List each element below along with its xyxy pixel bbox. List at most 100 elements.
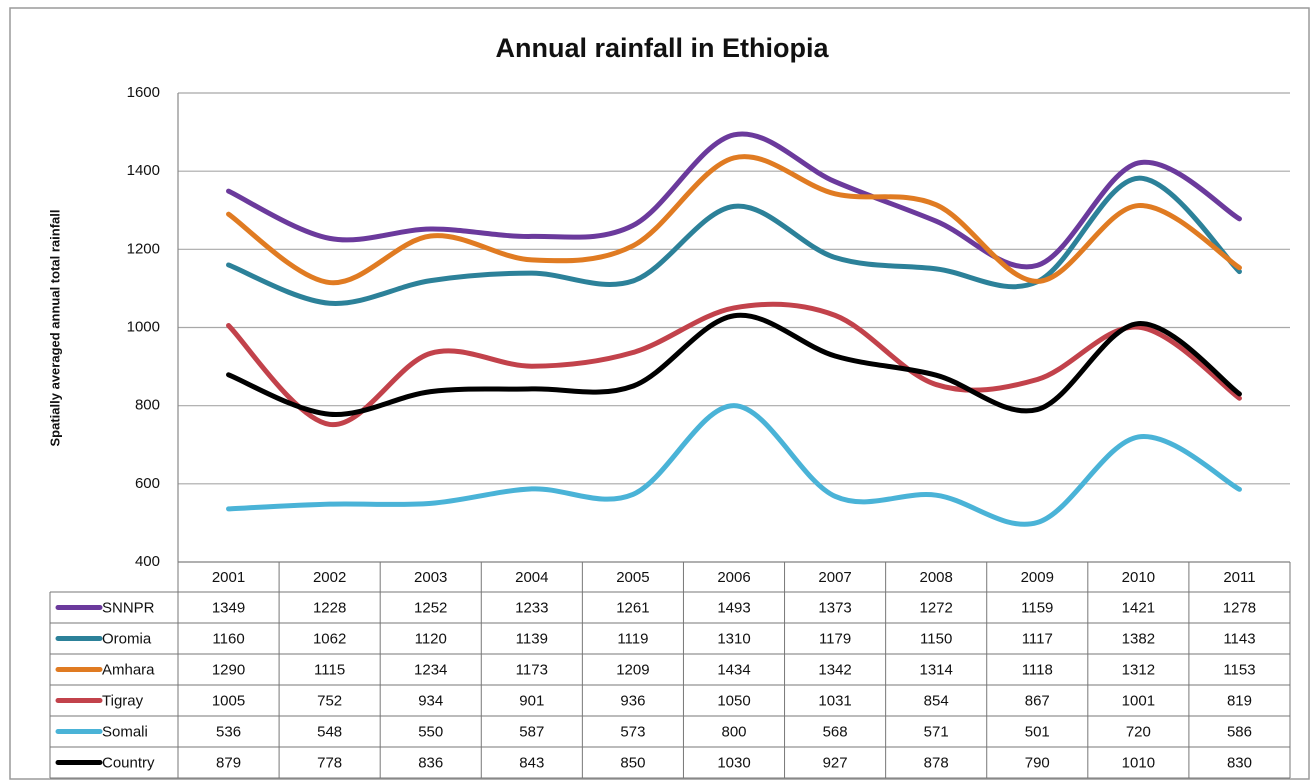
table-cell: 1234: [414, 661, 447, 678]
table-cell: 800: [721, 723, 746, 740]
table-cell: 1115: [314, 661, 345, 678]
table-cell: 1117: [1022, 630, 1053, 647]
table-cell: 1493: [717, 599, 750, 616]
table-cell: 1373: [818, 599, 851, 616]
y-tick-label: 1200: [127, 240, 160, 257]
series-line: [226, 301, 1242, 427]
table-cell: 536: [216, 723, 241, 740]
table-cell: 1150: [920, 630, 952, 647]
table-cell: 836: [418, 754, 443, 771]
table-cell: 1233: [515, 599, 548, 616]
table-cell: 1010: [1122, 754, 1155, 771]
table-cell: 927: [823, 754, 848, 771]
table-cell: 867: [1025, 692, 1050, 709]
y-tick-label: 1400: [127, 162, 160, 179]
table-cell: 1310: [717, 630, 750, 647]
x-tick-label: 2010: [1122, 569, 1155, 586]
table-cell: 1120: [415, 630, 447, 647]
table-cell: 571: [924, 723, 949, 740]
table-cell: 548: [317, 723, 342, 740]
table-cell: 1143: [1223, 630, 1255, 647]
y-axis-label: Spatially averaged annual total rainfall: [47, 210, 62, 447]
table-cell: 1031: [818, 692, 851, 709]
table-cell: 1062: [313, 630, 346, 647]
table-cell: 1421: [1122, 599, 1155, 616]
series-line: [226, 403, 1242, 527]
table-cell: 936: [620, 692, 645, 709]
x-tick-label: 2005: [616, 569, 649, 586]
table-cell: 778: [317, 754, 342, 771]
x-tick-label: 2011: [1223, 569, 1255, 586]
table-cell: 573: [620, 723, 645, 740]
x-tick-label: 2007: [818, 569, 851, 586]
table-cell: 1030: [717, 754, 750, 771]
x-tick-label: 2003: [414, 569, 447, 586]
y-tick-label: 1000: [127, 318, 160, 335]
table-cell: 1261: [616, 599, 649, 616]
table-cell: 901: [519, 692, 544, 709]
table-cell: 1173: [516, 661, 548, 678]
table-cell: 1314: [919, 661, 952, 678]
table-cell: 879: [216, 754, 241, 771]
legend-label: Country: [102, 754, 155, 771]
table-cell: 1159: [1021, 599, 1053, 616]
legend-label: Tigray: [102, 692, 144, 709]
table-cell: 587: [519, 723, 544, 740]
table-cell: 586: [1227, 723, 1252, 740]
table-cell: 1179: [819, 630, 851, 647]
table-cell: 1252: [414, 599, 447, 616]
table-cell: 568: [823, 723, 848, 740]
table-cell: 1228: [313, 599, 346, 616]
y-tick-label: 400: [135, 553, 160, 570]
series-line: [226, 175, 1242, 306]
legend-label: Oromia: [102, 630, 152, 647]
x-tick-label: 2008: [919, 569, 952, 586]
table-cell: 1160: [212, 630, 244, 647]
table-cell: 1139: [516, 630, 548, 647]
table-cell: 790: [1025, 754, 1050, 771]
table-cell: 878: [924, 754, 949, 771]
table-cell: 819: [1227, 692, 1252, 709]
series-line: [226, 312, 1242, 417]
table-cell: 752: [317, 692, 342, 709]
x-tick-label: 2001: [212, 569, 245, 586]
series-line: [226, 131, 1242, 270]
table-cell: 1050: [717, 692, 750, 709]
table-cell: 550: [418, 723, 443, 740]
table-cell: 1382: [1122, 630, 1155, 647]
table-cell: 1342: [818, 661, 851, 678]
legend-label: Amhara: [102, 661, 155, 678]
table-cell: 720: [1126, 723, 1151, 740]
table-cell: 1005: [212, 692, 245, 709]
table-cell: 1290: [212, 661, 245, 678]
table-cell: 934: [418, 692, 443, 709]
table-cell: 1209: [616, 661, 649, 678]
table-cell: 1272: [919, 599, 952, 616]
table-cell: 830: [1227, 754, 1252, 771]
table-cell: 501: [1025, 723, 1050, 740]
x-tick-label: 2004: [515, 569, 548, 586]
table-cell: 850: [620, 754, 645, 771]
table-cell: 1118: [1022, 661, 1053, 678]
series-line: [226, 154, 1242, 286]
table-cell: 1278: [1223, 599, 1256, 616]
table-cell: 1001: [1122, 692, 1155, 709]
table-cell: 1119: [617, 630, 648, 647]
chart-title: Annual rainfall in Ethiopia: [495, 33, 829, 63]
legend-label: SNNPR: [102, 599, 155, 616]
table-cell: 1434: [717, 661, 750, 678]
y-tick-label: 1600: [127, 84, 160, 101]
x-tick-label: 2002: [313, 569, 346, 586]
table-cell: 1349: [212, 599, 245, 616]
x-tick-label: 2006: [717, 569, 750, 586]
y-tick-label: 600: [135, 475, 160, 492]
table-cell: 1312: [1122, 661, 1155, 678]
table-cell: 854: [924, 692, 949, 709]
chart-frame: [9, 7, 1310, 780]
legend-label: Somali: [102, 723, 148, 740]
x-tick-label: 2009: [1021, 569, 1054, 586]
y-tick-label: 800: [135, 397, 160, 414]
table-cell: 1153: [1223, 661, 1255, 678]
